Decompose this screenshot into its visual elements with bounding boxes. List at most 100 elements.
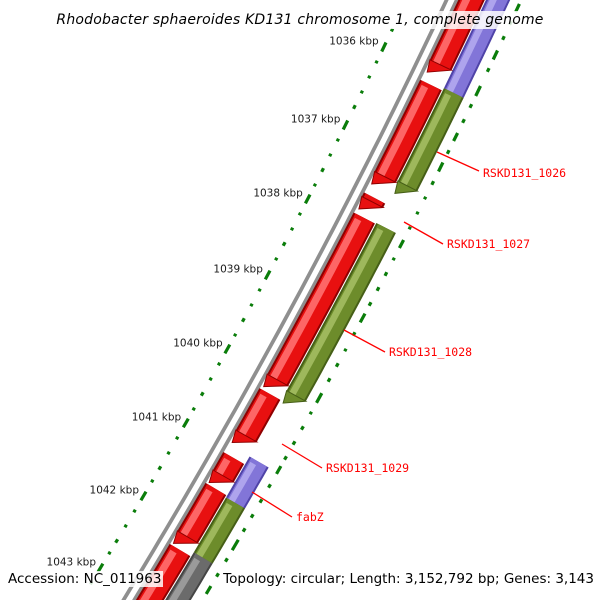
feature-segment-purple-highlight bbox=[228, 461, 257, 504]
tick-mark bbox=[367, 74, 372, 80]
tick-mark bbox=[491, 49, 499, 61]
cds-gene-segment-arrowhead bbox=[231, 429, 259, 444]
gene-label: RSKD131_1027 bbox=[447, 237, 530, 251]
tick-mark bbox=[258, 498, 264, 504]
feature-segment-green-fill bbox=[288, 223, 395, 401]
gene-label: RSKD131_1026 bbox=[483, 166, 566, 180]
tick-mark bbox=[232, 332, 238, 338]
tick-mark bbox=[367, 301, 373, 307]
ruler-label: 1040 kbp bbox=[173, 338, 223, 350]
tick-mark bbox=[312, 182, 318, 188]
tick-mark bbox=[501, 35, 506, 41]
tick-mark bbox=[191, 406, 196, 412]
tick-mark bbox=[461, 118, 466, 124]
tick-mark bbox=[181, 417, 190, 429]
ruler-label: 1043 kbp bbox=[47, 557, 97, 569]
cds-gene-segment-fill bbox=[269, 213, 374, 386]
tick-mark bbox=[430, 180, 436, 186]
tick-mark bbox=[240, 317, 246, 323]
tick-mark bbox=[300, 425, 305, 431]
tick-mark bbox=[397, 239, 406, 249]
cds-gene-segment-arrowhead bbox=[371, 170, 398, 185]
cds-gene-segment-highlight bbox=[179, 488, 213, 538]
feature-segment-green-highlight bbox=[195, 502, 233, 559]
tick-mark bbox=[114, 538, 120, 544]
gene-label: fabZ bbox=[296, 510, 324, 524]
tick-mark bbox=[150, 478, 155, 484]
backbone-track bbox=[121, 0, 459, 600]
tick-mark bbox=[275, 465, 283, 475]
tick-mark bbox=[139, 490, 148, 502]
tick-mark bbox=[166, 450, 171, 456]
feature-segment-purple-fill bbox=[445, 0, 508, 98]
feature-segment-green-arrowhead bbox=[394, 180, 420, 194]
tick-mark bbox=[132, 508, 137, 514]
tick-mark bbox=[157, 465, 163, 471]
gene-leader-line bbox=[251, 491, 293, 518]
cds-gene-segment-fill bbox=[363, 193, 384, 207]
tick-mark bbox=[224, 557, 229, 563]
tick-mark bbox=[274, 256, 279, 262]
tick-mark bbox=[216, 361, 222, 367]
tick-mark bbox=[343, 347, 348, 353]
cds-gene-segment-arrowhead bbox=[208, 469, 236, 484]
cds-gene-segment-fill bbox=[214, 453, 243, 481]
tick-mark bbox=[320, 167, 325, 173]
tick-mark bbox=[208, 376, 213, 382]
tick-mark bbox=[328, 152, 333, 158]
gene-label: RSKD131_1029 bbox=[326, 461, 409, 475]
tick-mark bbox=[359, 89, 364, 95]
cds-gene-segment-arrowhead bbox=[263, 373, 290, 388]
cds-gene-segment-fill bbox=[179, 483, 225, 543]
map-title: Rhodobacter sphaeroides KD131 chromosome… bbox=[51, 11, 549, 29]
tick-mark bbox=[257, 287, 262, 293]
cds-gene-segment-highlight bbox=[377, 84, 429, 178]
ruler-label: 1042 kbp bbox=[90, 485, 140, 497]
tick-mark bbox=[380, 41, 388, 53]
cds-gene-segment-highlight bbox=[269, 217, 362, 381]
cds-gene-segment-fill bbox=[431, 0, 483, 70]
tick-mark bbox=[107, 550, 112, 556]
tick-mark bbox=[204, 585, 213, 595]
tick-mark bbox=[96, 562, 105, 574]
cds-gene-segment-arrowhead bbox=[172, 530, 200, 544]
tick-mark bbox=[335, 137, 340, 143]
tick-mark bbox=[437, 161, 445, 173]
accession-text: Accession: NC_011963 bbox=[6, 571, 164, 587]
tick-mark bbox=[452, 132, 460, 142]
tick-mark bbox=[281, 241, 287, 247]
tick-mark bbox=[291, 440, 297, 446]
gene-labels: RSKD131_1026 RSKD131_1027 RSKD131_1028 RSKD… bbox=[251, 151, 566, 524]
feature-segment-green-fill bbox=[195, 498, 244, 563]
ruler-label: 1041 kbp bbox=[132, 412, 182, 424]
feature-segment-green-arrowhead bbox=[282, 389, 308, 404]
ruler-label: 1036 kbp bbox=[329, 36, 379, 48]
tick-mark bbox=[334, 362, 340, 368]
tick-mark bbox=[375, 286, 381, 292]
tick-mark bbox=[352, 104, 357, 110]
tick-mark bbox=[445, 149, 451, 155]
tick-mark bbox=[175, 435, 180, 441]
tick-mark bbox=[326, 377, 332, 383]
feature-segment-gray-highlight bbox=[169, 557, 201, 600]
tick-mark bbox=[341, 119, 350, 131]
tick-mark bbox=[415, 210, 420, 216]
tick-mark bbox=[383, 271, 389, 277]
tick-mark bbox=[123, 523, 128, 529]
tick-mark bbox=[241, 527, 247, 533]
cds-gene-segment-arrowhead bbox=[358, 195, 386, 210]
cds-gene-segment-fill bbox=[237, 389, 279, 441]
tick-mark bbox=[422, 195, 428, 201]
feature-track bbox=[165, 0, 511, 600]
cds-gene-segment-highlight bbox=[238, 393, 267, 437]
tick-mark bbox=[389, 27, 395, 33]
ruler-label: 1038 kbp bbox=[253, 188, 303, 200]
feature-segment-purple-highlight bbox=[446, 0, 497, 94]
feature-segment-green-fill bbox=[399, 89, 462, 191]
tick-mark bbox=[391, 256, 396, 262]
tick-mark bbox=[407, 225, 412, 231]
tick-mark bbox=[199, 391, 205, 397]
gene-label: RSKD131_1028 bbox=[389, 345, 472, 359]
